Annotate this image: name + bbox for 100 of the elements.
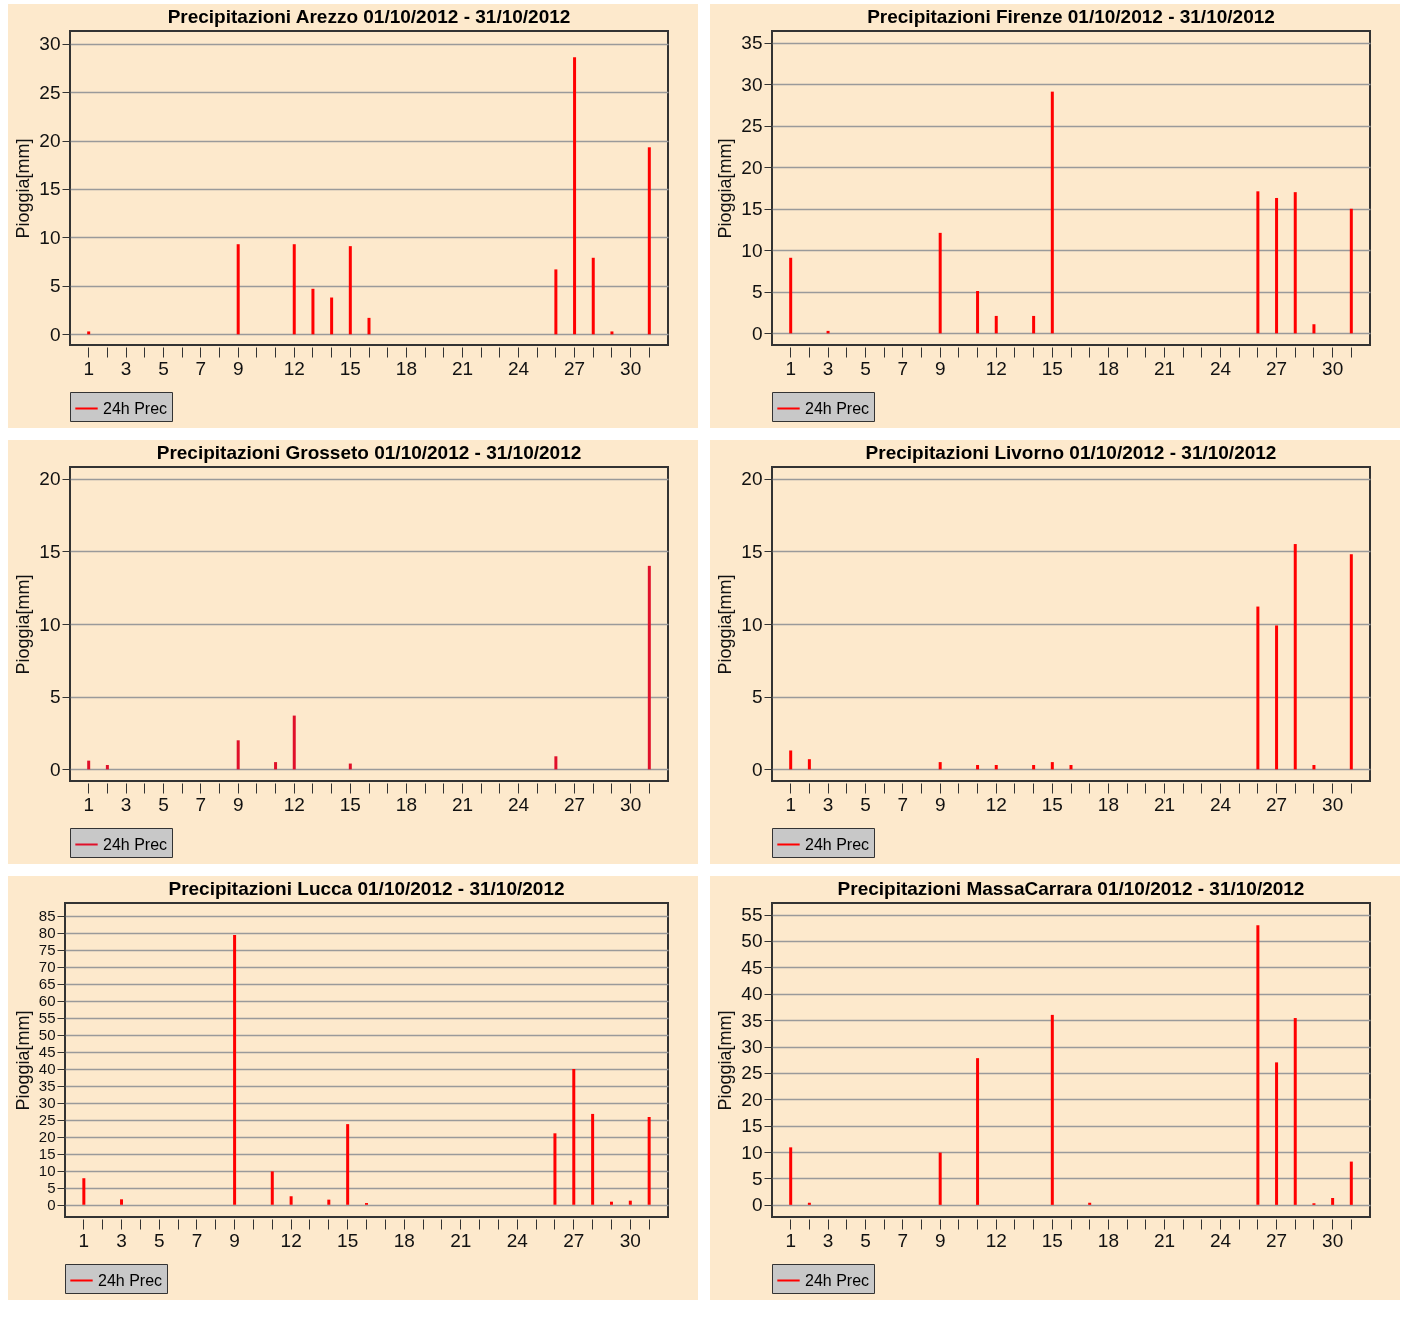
bar [327,1199,331,1205]
y-axis-title: Pioggia[mm] [715,574,736,675]
x-tick-label: 12 [985,1229,1007,1251]
bar [1349,554,1353,770]
x-tick-label: 27 [563,357,586,379]
bar [591,1113,595,1205]
legend-label: 24h Prec [98,1271,163,1289]
y-tick-label: 5 [751,686,763,708]
bar [233,934,237,1205]
x-tick-label: 27 [1265,793,1288,815]
x-tick-label: 18 [393,1229,415,1251]
y-tick-label: 5 [49,275,61,297]
bar [938,762,942,770]
y-tick-label: 75 [38,941,56,959]
x-tick-label: 9 [934,793,946,815]
bar [554,756,558,770]
x-tick-label: 3 [822,1229,834,1251]
x-tick-label: 5 [153,1229,165,1251]
bar [1293,192,1297,334]
x-tick-label: 7 [897,357,909,379]
bar [938,1152,942,1205]
y-tick-label: 5 [751,281,763,303]
bar [1256,191,1260,334]
y-tick-label: 35 [741,32,763,54]
bar [270,1171,274,1205]
x-tick-label: 7 [195,793,207,815]
x-tick-label: 5 [860,357,871,379]
y-tick-label: 25 [38,1111,56,1129]
x-tick-label: 24 [507,357,530,379]
x-tick-label: 9 [232,793,244,815]
x-tick-label: 9 [934,357,946,379]
y-axis-title: Pioggia[mm] [715,138,736,239]
y-tick-label: 10 [39,226,61,248]
bar [789,257,793,334]
x-tick-label: 5 [860,1229,871,1251]
bar [105,765,109,770]
x-tick-label: 24 [1209,1229,1232,1251]
x-tick-label: 9 [232,357,244,379]
y-tick-label: 15 [39,540,61,562]
y-tick-label: 15 [741,198,763,220]
y-tick-label: 5 [49,686,61,708]
y-tick-label: 30 [741,73,763,95]
y-tick-label: 50 [38,1026,56,1044]
x-tick-label: 18 [1097,1229,1119,1251]
legend-label: 24h Prec [103,399,168,417]
y-tick-label: 25 [741,115,763,137]
y-tick-label: 15 [38,1145,56,1163]
bar [610,331,614,335]
y-tick-label: 30 [39,33,61,55]
y-tick-label: 15 [741,540,763,562]
x-tick-label: 27 [1265,1229,1288,1251]
y-tick-label: 20 [741,156,763,178]
bar [1293,1018,1297,1205]
y-axis-title: Pioggia[mm] [12,1010,33,1111]
x-tick-label: 7 [195,357,207,379]
y-tick-label: 5 [47,1179,56,1197]
x-tick-label: 15 [339,793,361,815]
x-tick-label: 30 [620,793,642,815]
y-tick-label: 60 [38,992,56,1010]
bar [647,1116,651,1205]
y-axis-title: Pioggia[mm] [715,1010,736,1111]
x-tick-label: 7 [897,1229,909,1251]
x-tick-label: 27 [1265,357,1288,379]
y-tick-label: 10 [741,613,763,635]
bar [367,317,371,335]
y-tick-label: 10 [38,1162,56,1180]
bar [1275,197,1279,334]
chart-title: Precipitazioni Firenze 01/10/2012 - 31/10/2012 [867,6,1275,27]
x-tick-label: 24 [507,793,530,815]
bar [938,232,942,334]
x-tick-label: 9 [934,1229,946,1251]
x-tick-label: 1 [785,793,796,815]
x-tick-label: 15 [339,357,361,379]
y-tick-label: 10 [741,239,763,261]
bar [554,269,558,335]
bar [346,1124,350,1205]
x-tick-label: 7 [897,793,909,815]
x-tick-label: 3 [822,793,834,815]
bar [87,331,91,335]
bar [289,1196,293,1205]
bar [330,297,334,335]
bar [553,1133,557,1205]
x-tick-label: 5 [158,357,169,379]
y-tick-label: 35 [38,1077,56,1095]
y-tick-label: 45 [38,1043,56,1061]
bar [1349,208,1353,334]
bar [1032,315,1036,334]
y-tick-label: 15 [39,178,61,200]
x-tick-label: 24 [506,1229,529,1251]
x-tick-label: 27 [563,793,586,815]
bar [591,257,595,335]
bar [789,750,793,770]
x-tick-label: 30 [1322,357,1344,379]
x-tick-label: 3 [120,793,132,815]
bar [1050,91,1054,334]
y-tick-label: 45 [741,956,763,978]
bar [1275,625,1279,770]
y-tick-label: 40 [38,1060,56,1078]
chart-title: Precipitazioni Grosseto 01/10/2012 - 31/10/2012 [156,442,582,463]
x-tick-label: 1 [785,1229,796,1251]
